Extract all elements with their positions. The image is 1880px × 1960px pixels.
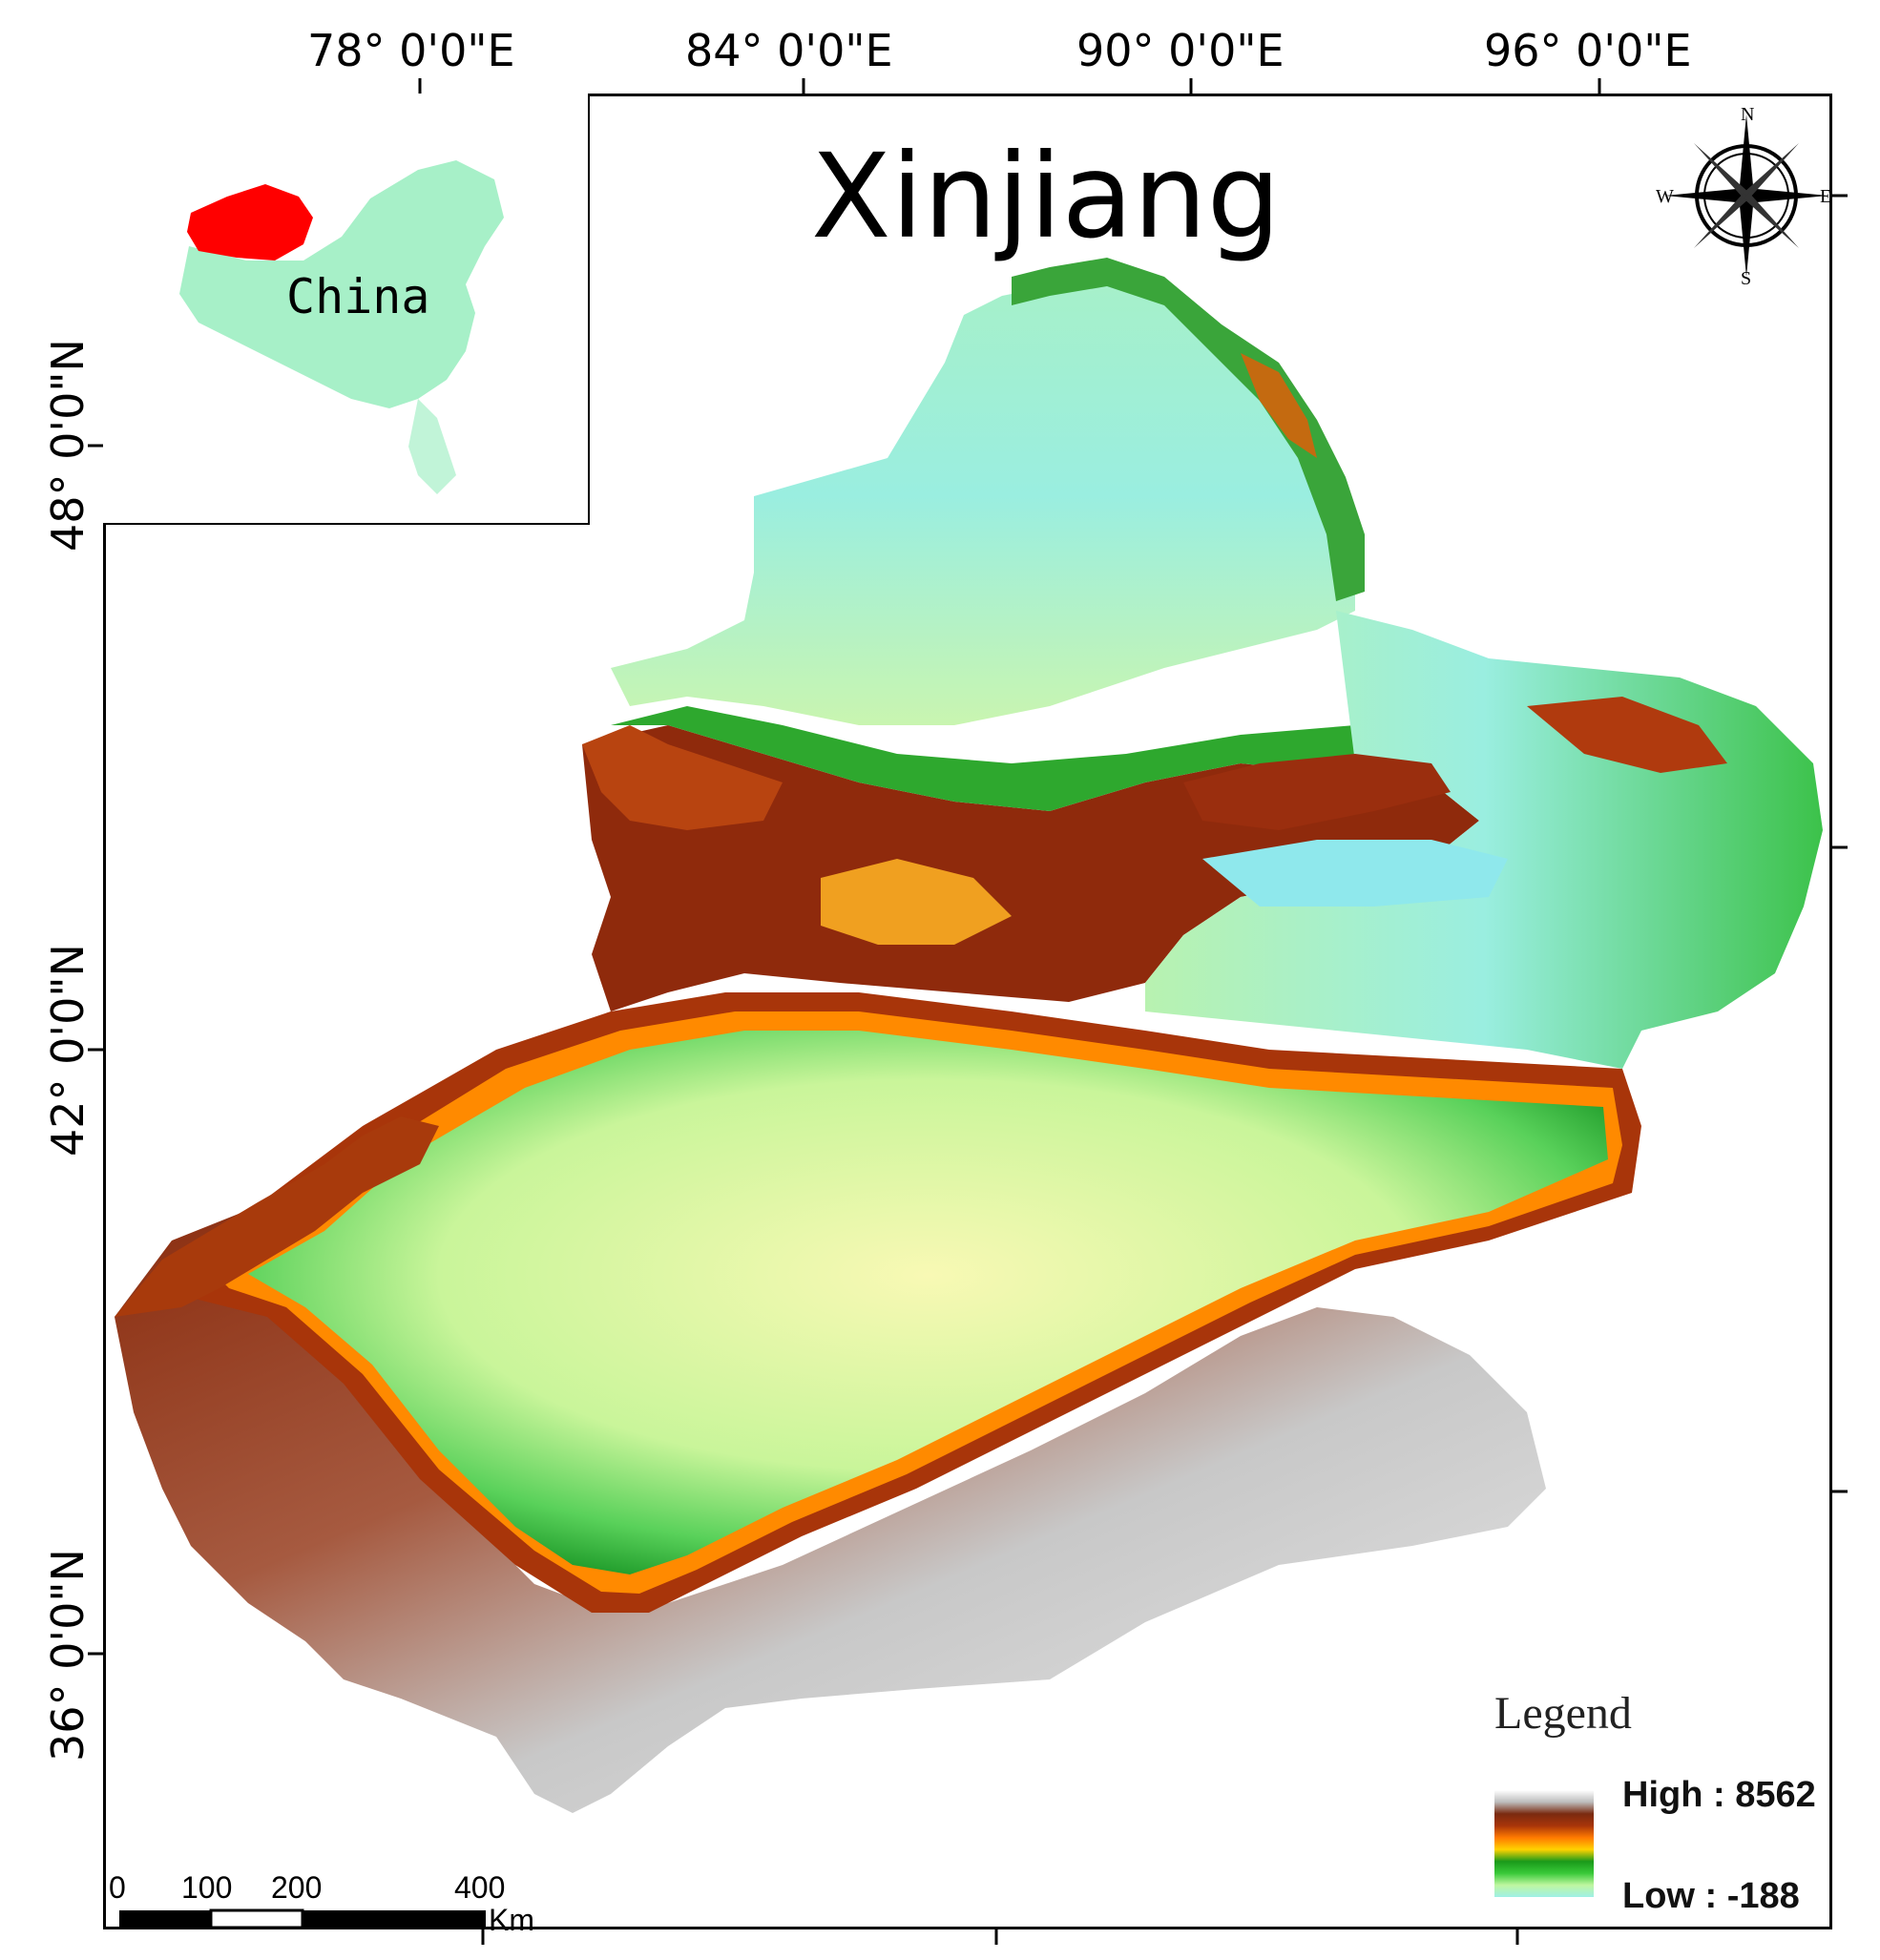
scale-unit: Km: [489, 1903, 534, 1937]
lon-label-78: 78° 0'0"E: [307, 25, 515, 76]
scale-bar: [119, 1908, 486, 1929]
scale-tick-400: 400: [454, 1870, 506, 1905]
xinjiang-highlight: [187, 184, 313, 261]
kashgar-mountains: [115, 1116, 439, 1317]
north-label: N: [1741, 105, 1754, 125]
tianshan-orange: [821, 859, 1012, 945]
west-label: W: [1656, 186, 1674, 207]
altai-peaks: [1241, 353, 1317, 458]
lon-label-84: 84° 0'0"E: [685, 25, 893, 76]
bogda-range: [1183, 754, 1451, 830]
tianshan-north-slope: [611, 706, 1489, 811]
map-title: Xinjiang: [811, 129, 1282, 264]
china-shape: [179, 160, 504, 408]
turpan-depression: [1202, 840, 1508, 907]
kunlun-plateau: [115, 1202, 1546, 1813]
legend-high-label: High : 8562: [1622, 1775, 1816, 1815]
lon-label-90: 90° 0'0"E: [1076, 25, 1285, 76]
inset-china-label: China: [286, 269, 430, 324]
legend-title: Legend: [1494, 1688, 1632, 1739]
dzungaria-basin: [611, 267, 1355, 725]
east-label: E: [1820, 186, 1831, 207]
east-ridge: [1527, 697, 1727, 773]
legend-low-label: Low : -188: [1622, 1876, 1800, 1916]
west-tianshan: [582, 725, 783, 830]
north-arrow-icon: N S W E: [1656, 105, 1831, 286]
scale-tick-200: 200: [271, 1870, 323, 1905]
tarim-basin: [248, 1031, 1608, 1574]
legend-ramp: [1494, 1790, 1594, 1897]
south-label: S: [1741, 268, 1751, 286]
south-islands: [408, 399, 456, 494]
map-frame: [103, 94, 1832, 1929]
scale-tick-0: 0: [109, 1870, 126, 1905]
inset-china-map: China: [179, 160, 504, 494]
lon-label-96: 96° 0'0"E: [1484, 25, 1692, 76]
scale-tick-100: 100: [181, 1870, 233, 1905]
